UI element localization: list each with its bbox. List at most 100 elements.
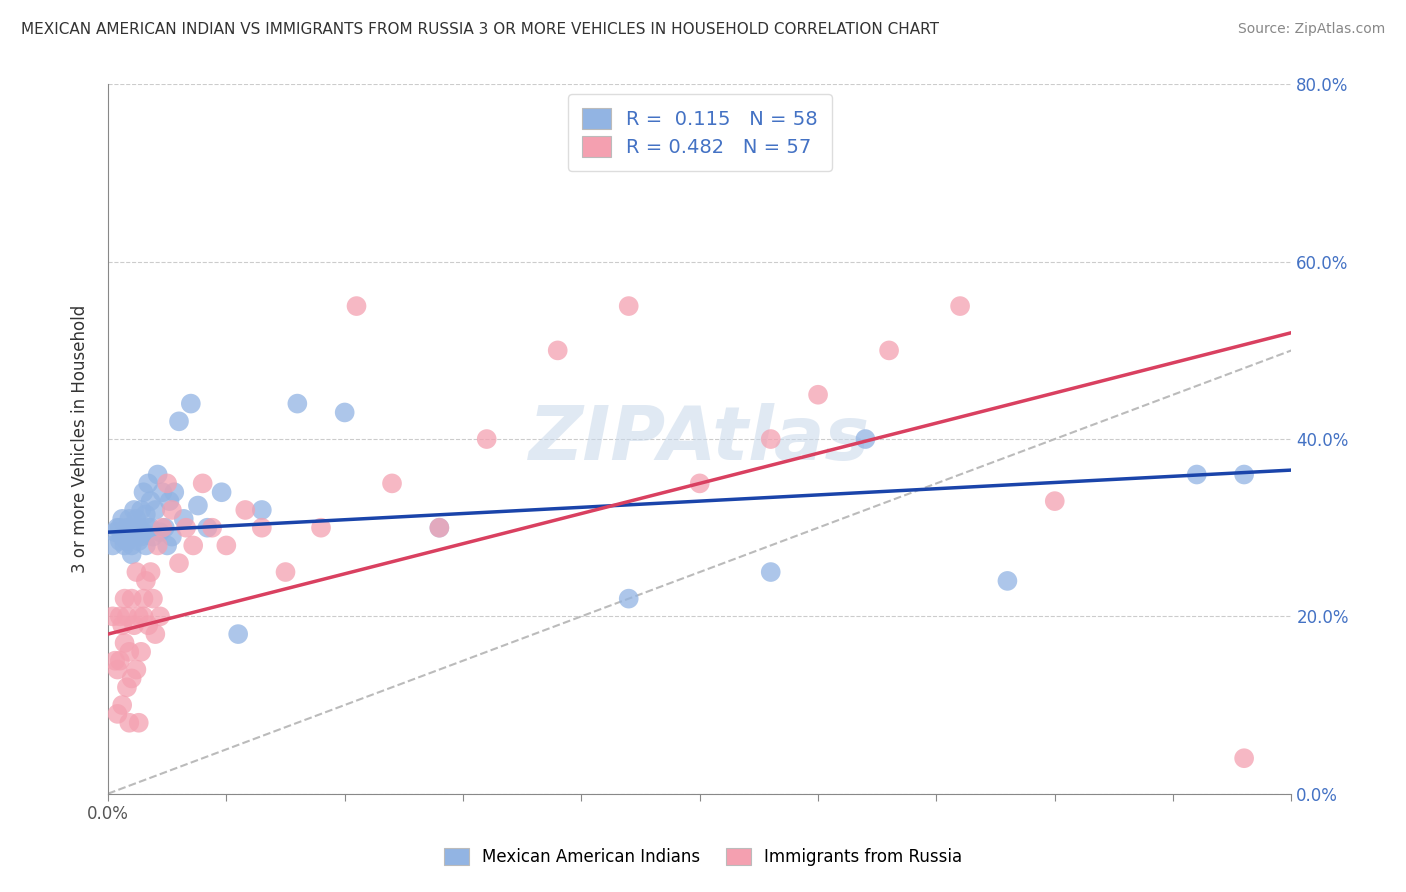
Point — [949, 299, 972, 313]
Point — [115, 534, 138, 549]
Text: Source: ZipAtlas.com: Source: ZipAtlas.com — [1237, 22, 1385, 37]
Point — [142, 591, 165, 606]
Point — [136, 618, 159, 632]
Point — [111, 618, 134, 632]
Point — [855, 432, 877, 446]
Point — [111, 698, 134, 712]
Point — [146, 538, 169, 552]
Point — [1043, 494, 1066, 508]
Point — [427, 521, 450, 535]
Point — [132, 609, 155, 624]
Point — [142, 530, 165, 544]
Point — [180, 396, 202, 410]
Point — [1185, 467, 1208, 482]
Point — [233, 503, 256, 517]
Point — [118, 645, 141, 659]
Point — [136, 476, 159, 491]
Point — [759, 565, 782, 579]
Point — [129, 530, 152, 544]
Point — [759, 432, 782, 446]
Point — [122, 503, 145, 517]
Point — [118, 525, 141, 540]
Point — [114, 636, 136, 650]
Point — [163, 485, 186, 500]
Point — [215, 538, 238, 552]
Point — [108, 609, 131, 624]
Point — [115, 681, 138, 695]
Point — [115, 609, 138, 624]
Point — [111, 512, 134, 526]
Point — [107, 663, 129, 677]
Point — [125, 512, 148, 526]
Point — [139, 521, 162, 535]
Point — [149, 525, 172, 540]
Point — [125, 565, 148, 579]
Point — [143, 503, 166, 517]
Point — [122, 521, 145, 535]
Point — [111, 530, 134, 544]
Point — [250, 521, 273, 535]
Point — [156, 538, 179, 552]
Point — [1233, 467, 1256, 482]
Point — [129, 503, 152, 517]
Point — [181, 538, 204, 552]
Point — [104, 525, 127, 540]
Point — [132, 525, 155, 540]
Point — [128, 715, 150, 730]
Point — [160, 503, 183, 517]
Point — [997, 574, 1019, 588]
Text: ZIPAtlas: ZIPAtlas — [529, 402, 870, 475]
Point — [187, 499, 209, 513]
Point — [114, 591, 136, 606]
Y-axis label: 3 or more Vehicles in Household: 3 or more Vehicles in Household — [72, 305, 89, 574]
Point — [153, 521, 176, 535]
Point — [135, 538, 157, 552]
Point — [159, 494, 181, 508]
Point — [128, 609, 150, 624]
Point — [1233, 751, 1256, 765]
Point — [125, 663, 148, 677]
Point — [136, 521, 159, 535]
Point — [101, 538, 124, 552]
Point — [381, 476, 404, 491]
Point — [174, 521, 197, 535]
Point — [132, 485, 155, 500]
Point — [108, 534, 131, 549]
Point — [149, 609, 172, 624]
Point — [121, 591, 143, 606]
Point — [101, 609, 124, 624]
Point — [346, 299, 368, 313]
Point — [191, 476, 214, 491]
Point — [475, 432, 498, 446]
Point — [118, 715, 141, 730]
Point — [167, 556, 190, 570]
Point — [107, 521, 129, 535]
Point — [617, 591, 640, 606]
Point — [118, 512, 141, 526]
Point — [135, 574, 157, 588]
Point — [139, 494, 162, 508]
Point — [197, 521, 219, 535]
Point — [115, 521, 138, 535]
Text: MEXICAN AMERICAN INDIAN VS IMMIGRANTS FROM RUSSIA 3 OR MORE VEHICLES IN HOUSEHOL: MEXICAN AMERICAN INDIAN VS IMMIGRANTS FR… — [21, 22, 939, 37]
Point — [121, 672, 143, 686]
Point — [152, 485, 174, 500]
Point — [309, 521, 332, 535]
Point — [143, 627, 166, 641]
Point — [129, 645, 152, 659]
Point — [333, 405, 356, 419]
Point — [547, 343, 569, 358]
Point — [128, 534, 150, 549]
Point — [121, 538, 143, 552]
Point — [807, 388, 830, 402]
Point — [108, 521, 131, 535]
Point — [121, 547, 143, 561]
Point — [285, 396, 308, 410]
Point — [122, 618, 145, 632]
Point — [104, 654, 127, 668]
Point — [173, 512, 195, 526]
Point — [135, 508, 157, 522]
Point — [128, 521, 150, 535]
Point — [114, 538, 136, 552]
Point — [139, 565, 162, 579]
